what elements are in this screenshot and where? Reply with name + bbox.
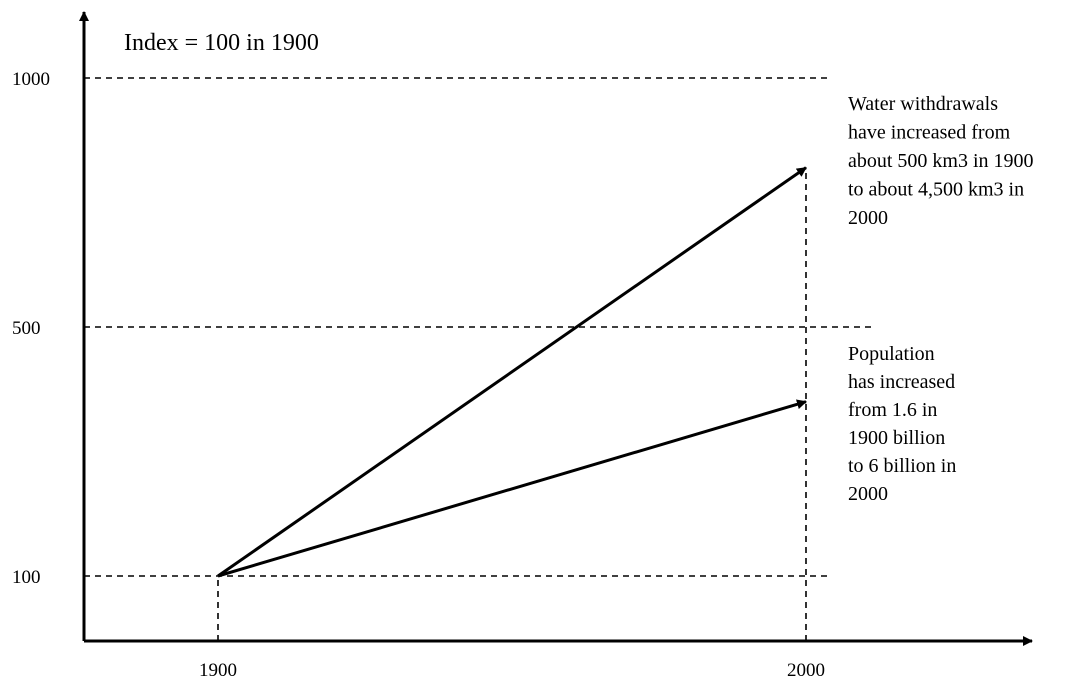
- annotation-line: has increased: [848, 371, 955, 393]
- chart-title: Index = 100 in 1900: [124, 30, 319, 56]
- annotation-line: about 500 km3 in 1900: [848, 150, 1034, 172]
- y-tick-label-1000: 1000: [12, 69, 50, 90]
- annotation-line: 2000: [848, 483, 888, 505]
- annotation-line: to about 4,500 km3 in: [848, 179, 1024, 201]
- annotation-line: to 6 billion in: [848, 455, 956, 477]
- x-tick-label-2000: 2000: [787, 660, 825, 681]
- annotation-line: 2000: [848, 207, 888, 229]
- annotation-line: 1900 billion: [848, 427, 945, 449]
- y-tick-label-500: 500: [12, 318, 41, 339]
- series-line-population: [217, 399, 807, 578]
- grid-lines: [84, 77, 874, 577]
- annotation-line: Water withdrawals: [848, 93, 998, 115]
- tick-labels: 100 500 1000 1900 2000: [12, 69, 825, 681]
- year-guide-lines: [217, 171, 807, 641]
- y-tick-label-100: 100: [12, 567, 41, 588]
- series-lines: [217, 166, 807, 578]
- axes: [79, 11, 1033, 646]
- population-annotation: Population has increased from 1.6 in 1900 b…: [848, 343, 956, 505]
- annotation-line: from 1.6 in: [848, 399, 937, 421]
- x-tick-label-1900: 1900: [199, 660, 237, 681]
- water-withdrawals-annotation: Water withdrawals have increased from abou…: [848, 93, 1034, 229]
- annotation-line: have increased from: [848, 122, 1011, 144]
- annotation-line: Population: [848, 343, 935, 365]
- series-line-water-withdrawals: [217, 166, 807, 578]
